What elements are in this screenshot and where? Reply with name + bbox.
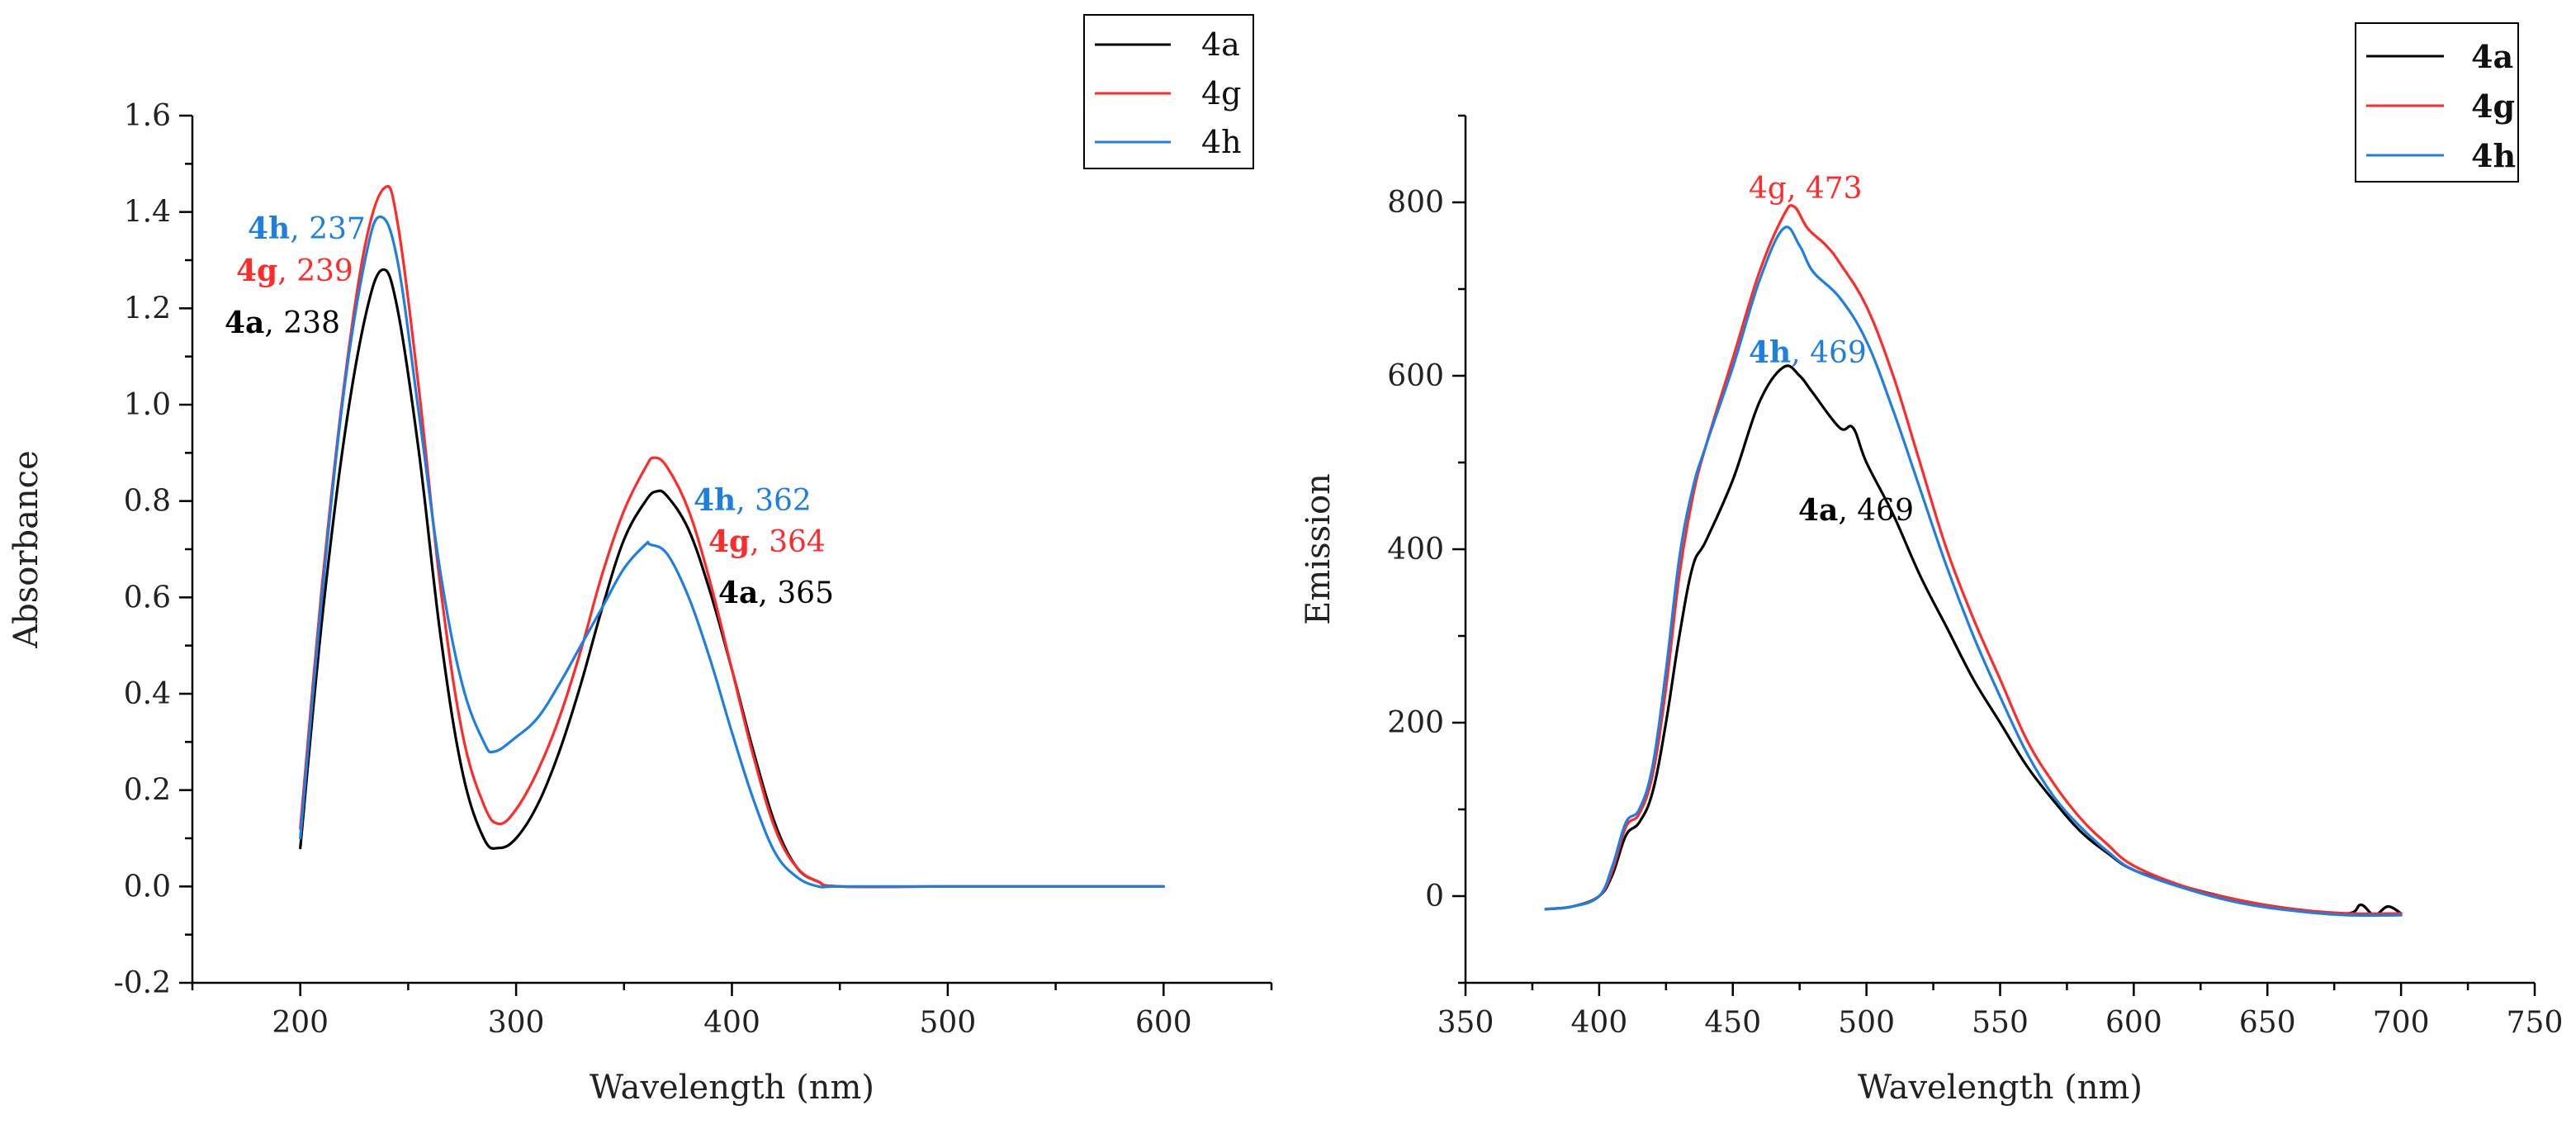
annotation-peak-4a-469: 4a, 469 bbox=[1798, 493, 1914, 528]
x-tick-label: 200 bbox=[272, 1006, 329, 1040]
series-line-4a bbox=[1544, 364, 2403, 917]
x-tick-label: 500 bbox=[920, 1006, 977, 1040]
annotation-id: 4a bbox=[718, 576, 758, 610]
y-tick-label: 1.2 bbox=[124, 292, 171, 325]
legend-label: 4h bbox=[1201, 124, 1242, 160]
y-axis-title: Absorbance bbox=[7, 450, 45, 649]
x-axis-title: Wavelength (nm) bbox=[590, 1069, 874, 1107]
series-line-4g bbox=[299, 184, 1165, 889]
y-tick-label: 800 bbox=[1387, 186, 1444, 220]
annotation-id: 4h bbox=[1749, 335, 1791, 370]
y-tick-label: 0.6 bbox=[124, 581, 171, 614]
y-tick-label: -0.2 bbox=[114, 966, 171, 1000]
legend-entry-4g: 4g bbox=[2366, 88, 2515, 125]
legend-entry-4h: 4h bbox=[1095, 124, 1242, 160]
series-line-4h bbox=[1544, 225, 2403, 918]
y-tick-label: 0.0 bbox=[124, 870, 171, 904]
series-line-4h bbox=[299, 215, 1165, 889]
annotation-value: 237 bbox=[309, 212, 366, 246]
y-axis-title: Emission bbox=[1300, 473, 1338, 625]
annotation-id: 4a bbox=[1798, 493, 1838, 528]
legend-entry-4g: 4g bbox=[1095, 75, 1242, 111]
annotation-value: 364 bbox=[769, 525, 826, 559]
annotation-value: 365 bbox=[777, 576, 834, 610]
annotation-value: 473 bbox=[1806, 172, 1863, 206]
emission-chart: 350 400 450 500 550 600 650 700 750 0 200 400 600 800… bbox=[1300, 22, 2564, 1107]
x-tick-label: 450 bbox=[1704, 1006, 1761, 1040]
annotation-value: 362 bbox=[755, 484, 812, 518]
x-tick-label: 600 bbox=[1135, 1006, 1192, 1040]
legend: 4a 4g 4h bbox=[2355, 22, 2519, 183]
annotation-id: 4h bbox=[694, 483, 736, 518]
annotation-value: 469 bbox=[1857, 494, 1914, 528]
legend-entry-4a: 4a bbox=[2366, 38, 2513, 75]
x-tick-label: 700 bbox=[2373, 1006, 2430, 1040]
annotation-id: 4g bbox=[708, 524, 750, 559]
legend-label: 4a bbox=[1201, 26, 1240, 63]
series-group bbox=[1544, 204, 2403, 918]
y-tick-label: 0.2 bbox=[124, 774, 171, 808]
y-tick-label: 1.6 bbox=[124, 99, 171, 133]
x-tick-label: 400 bbox=[1571, 1006, 1628, 1040]
x-tick-label: 750 bbox=[2507, 1006, 2564, 1040]
legend-label: 4a bbox=[2471, 38, 2513, 75]
x-tick-label: 650 bbox=[2239, 1006, 2296, 1040]
annotation-id: 4g bbox=[236, 254, 277, 288]
series-group bbox=[299, 184, 1165, 889]
annotation-peak-4h-469: 4h, 469 bbox=[1749, 335, 1867, 370]
legend: 4a 4g 4h bbox=[1083, 14, 1254, 169]
annotation-value: 238 bbox=[283, 306, 340, 340]
annotation-peak-4h-362: 4h, 362 bbox=[694, 483, 812, 518]
absorbance-chart: 200 300 400 500 600 -0.2 0.0 0.2 0.4 0.6 0.8 1.0 1.2… bbox=[7, 14, 1273, 1107]
x-tick-label: 600 bbox=[2105, 1006, 2162, 1040]
axis-ticks: 350 400 450 500 550 600 650 700 750 0 200 400 600 800 bbox=[1387, 114, 2564, 1040]
legend-label: 4g bbox=[2471, 88, 2515, 125]
annotation-peak-4g-364: 4g, 364 bbox=[708, 524, 826, 559]
annotation-id: 4g bbox=[1749, 172, 1787, 206]
legend-label: 4h bbox=[2471, 137, 2516, 174]
x-tick-label: 300 bbox=[488, 1006, 545, 1040]
y-tick-label: 200 bbox=[1387, 706, 1444, 740]
x-tick-label: 400 bbox=[703, 1006, 760, 1040]
x-axis-title: Wavelength (nm) bbox=[1858, 1069, 2143, 1107]
annotation-peak-4g-239: 4g, 239 bbox=[236, 254, 353, 288]
y-tick-label: 600 bbox=[1387, 359, 1444, 393]
y-tick-label: 1.4 bbox=[124, 196, 171, 230]
annotation-peak-4g-473: 4g, 473 bbox=[1749, 172, 1863, 206]
annotation-peak-4a-238: 4a, 238 bbox=[225, 306, 340, 340]
y-tick-label: 0.8 bbox=[124, 485, 171, 519]
x-tick-label: 350 bbox=[1437, 1006, 1494, 1040]
y-tick-label: 1.0 bbox=[124, 388, 171, 422]
series-line-4g bbox=[1544, 204, 2403, 915]
annotation-peak-4h-237: 4h, 237 bbox=[248, 211, 366, 246]
y-tick-label: 0.4 bbox=[124, 677, 171, 711]
legend-entry-4a: 4a bbox=[1095, 26, 1240, 63]
annotation-value: 469 bbox=[1810, 336, 1867, 370]
annotation-value: 239 bbox=[296, 254, 353, 288]
legend-entry-4h: 4h bbox=[2366, 137, 2516, 174]
y-tick-label: 0 bbox=[1425, 880, 1444, 913]
x-tick-label: 500 bbox=[1838, 1006, 1895, 1040]
axis-ticks: 200 300 400 500 600 -0.2 0.0 0.2 0.4 0.6 0.8 1.0 1.2… bbox=[114, 99, 1273, 1040]
x-tick-label: 550 bbox=[1972, 1006, 2029, 1040]
annotation-id: 4a bbox=[225, 306, 264, 340]
legend-label: 4g bbox=[1201, 75, 1242, 111]
annotation-peak-4a-365: 4a, 365 bbox=[718, 576, 834, 610]
annotation-id: 4h bbox=[248, 211, 290, 246]
y-tick-label: 400 bbox=[1387, 533, 1444, 567]
